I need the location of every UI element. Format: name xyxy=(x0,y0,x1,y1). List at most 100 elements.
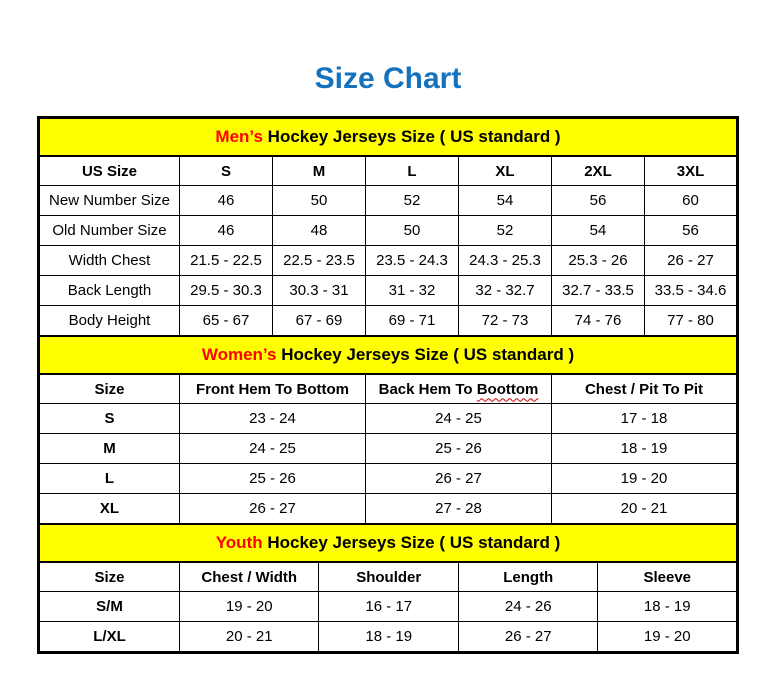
cell: 18 - 19 xyxy=(550,433,739,464)
cell: 32.7 - 33.5 xyxy=(550,275,645,306)
cell: 21.5 - 22.5 xyxy=(178,245,273,276)
header-cell: S xyxy=(178,155,273,186)
cell: 30.3 - 31 xyxy=(271,275,366,306)
cell: 26 - 27 xyxy=(178,493,366,525)
cell: 26 - 27 xyxy=(643,245,739,276)
header-cell: M xyxy=(271,155,366,186)
cell: 19 - 20 xyxy=(597,621,739,653)
cell: 25 - 26 xyxy=(364,433,552,464)
header-cell: 3XL xyxy=(643,155,739,186)
cell: 56 xyxy=(643,215,739,246)
header-text: Back Hem To xyxy=(378,380,477,398)
band-text-mens: Hockey Jerseys Size ( US standard ) xyxy=(262,127,561,146)
table-row: S/M 19 - 20 16 - 17 24 - 26 18 - 19 xyxy=(37,591,739,622)
table-row: New Number Size 46 50 52 54 56 60 xyxy=(37,185,739,216)
header-row-mens: US Size S M L XL 2XL 3XL xyxy=(37,155,739,186)
cell: 24 - 26 xyxy=(457,591,599,622)
header-cell: Front Hem To Bottom xyxy=(178,373,366,404)
cell: 29.5 - 30.3 xyxy=(178,275,273,306)
cell: 69 - 71 xyxy=(364,305,459,337)
cell: 24 - 25 xyxy=(178,433,366,464)
band-accent-youth: Youth xyxy=(215,533,263,552)
band-accent-womens: Women’s xyxy=(201,345,277,364)
cell: 27 - 28 xyxy=(364,493,552,525)
cell: 18 - 19 xyxy=(597,591,739,622)
cell: 25.3 - 26 xyxy=(550,245,645,276)
page-title: Size Chart xyxy=(314,62,462,95)
cell: 72 - 73 xyxy=(457,305,552,337)
row-label: XL xyxy=(37,493,180,525)
header-cell: US Size xyxy=(37,155,180,186)
cell: 52 xyxy=(457,215,552,246)
header-cell: XL xyxy=(457,155,552,186)
header-row-youth: Size Chest / Width Shoulder Length Sleeve xyxy=(37,561,739,592)
row-label: Old Number Size xyxy=(37,215,180,246)
header-cell: Size xyxy=(37,373,180,404)
cell: 24.3 - 25.3 xyxy=(457,245,552,276)
cell: 65 - 67 xyxy=(178,305,273,337)
table-row: Back Length 29.5 - 30.3 30.3 - 31 31 - 32 32… xyxy=(37,275,739,306)
row-label: Width Chest xyxy=(37,245,180,276)
cell: 54 xyxy=(550,215,645,246)
header-cell: Chest / Width xyxy=(178,561,320,592)
table-row: Width Chest 21.5 - 22.5 22.5 - 23.5 23.5 - … xyxy=(37,245,739,276)
cell: 23 - 24 xyxy=(178,403,366,434)
section-band-womens: Women’s Hockey Jerseys Size ( US standar… xyxy=(37,335,739,375)
misspelled-word: Boottom xyxy=(476,380,539,398)
cell: 77 - 80 xyxy=(643,305,739,337)
section-band-cell: Men’s Hockey Jerseys Size ( US standard … xyxy=(37,116,739,157)
cell: 50 xyxy=(271,185,366,216)
cell: 26 - 27 xyxy=(457,621,599,653)
cell: 54 xyxy=(457,185,552,216)
header-cell: Size xyxy=(37,561,180,592)
cell: 25 - 26 xyxy=(178,463,366,494)
cell: 31 - 32 xyxy=(364,275,459,306)
row-label: Body Height xyxy=(37,305,180,337)
header-row-womens: Size Front Hem To Bottom Back Hem To Boott… xyxy=(37,373,739,404)
cell: 46 xyxy=(178,185,273,216)
cell: 18 - 19 xyxy=(318,621,459,653)
row-label: L xyxy=(37,463,180,494)
header-cell: Back Hem To Boottom xyxy=(364,373,552,404)
cell: 24 - 25 xyxy=(364,403,552,434)
cell: 22.5 - 23.5 xyxy=(271,245,366,276)
cell: 16 - 17 xyxy=(318,591,459,622)
cell: 74 - 76 xyxy=(550,305,645,337)
cell: 60 xyxy=(643,185,739,216)
row-label: L/XL xyxy=(37,621,180,653)
band-text-youth: Hockey Jerseys Size ( US standard ) xyxy=(262,533,561,552)
size-chart-table: Men’s Hockey Jerseys Size ( US standard … xyxy=(36,116,740,654)
row-label: S xyxy=(37,403,180,434)
cell: 56 xyxy=(550,185,645,216)
cell: 20 - 21 xyxy=(178,621,320,653)
row-label: New Number Size xyxy=(37,185,180,216)
table-row: S 23 - 24 24 - 25 17 - 18 xyxy=(37,403,739,434)
section-band-mens: Men’s Hockey Jerseys Size ( US standard … xyxy=(37,116,739,157)
row-label: S/M xyxy=(37,591,180,622)
table-row: XL 26 - 27 27 - 28 20 - 21 xyxy=(37,493,739,525)
header-cell: 2XL xyxy=(550,155,645,186)
header-cell: Length xyxy=(457,561,599,592)
header-cell: Shoulder xyxy=(318,561,459,592)
cell: 23.5 - 24.3 xyxy=(364,245,459,276)
band-text-womens: Hockey Jerseys Size ( US standard ) xyxy=(276,345,575,364)
section-band-youth: Youth Hockey Jerseys Size ( US standard … xyxy=(37,523,739,563)
section-band-cell: Women’s Hockey Jerseys Size ( US standar… xyxy=(37,335,739,375)
cell: 50 xyxy=(364,215,459,246)
header-cell: L xyxy=(364,155,459,186)
cell: 67 - 69 xyxy=(271,305,366,337)
table-row: L/XL 20 - 21 18 - 19 26 - 27 19 - 20 xyxy=(37,621,739,653)
cell: 17 - 18 xyxy=(550,403,739,434)
cell: 26 - 27 xyxy=(364,463,552,494)
table-row: L 25 - 26 26 - 27 19 - 20 xyxy=(37,463,739,494)
cell: 20 - 21 xyxy=(550,493,739,525)
table-row: Body Height 65 - 67 67 - 69 69 - 71 72 - 73 7… xyxy=(37,305,739,337)
cell: 32 - 32.7 xyxy=(457,275,552,306)
table-row: M 24 - 25 25 - 26 18 - 19 xyxy=(37,433,739,464)
header-cell: Sleeve xyxy=(597,561,739,592)
cell: 33.5 - 34.6 xyxy=(643,275,739,306)
cell: 52 xyxy=(364,185,459,216)
cell: 19 - 20 xyxy=(178,591,320,622)
section-band-cell: Youth Hockey Jerseys Size ( US standard … xyxy=(37,523,739,563)
header-cell: Chest / Pit To Pit xyxy=(550,373,739,404)
